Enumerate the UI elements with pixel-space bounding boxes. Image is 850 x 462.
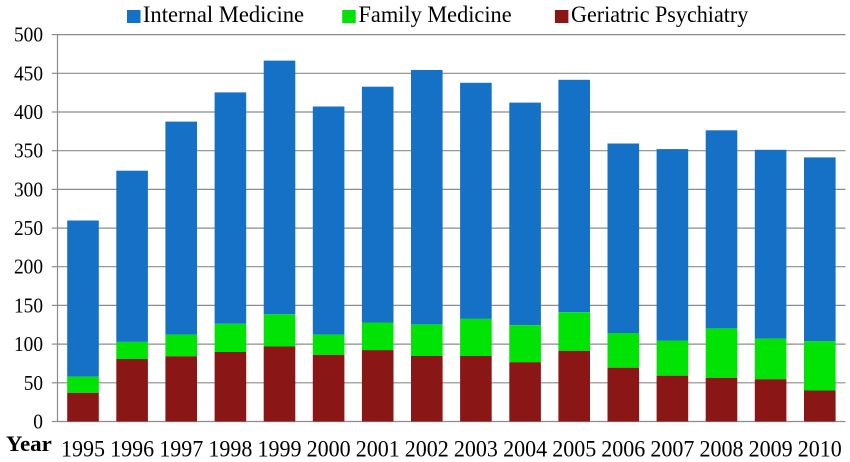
svg-text:2001: 2001 [356,436,400,461]
svg-text:1999: 1999 [258,436,302,461]
svg-text:Year: Year [6,431,52,456]
svg-text:1995: 1995 [61,436,105,461]
svg-text:250: 250 [14,216,43,240]
svg-text:500: 500 [14,23,43,47]
svg-text:300: 300 [14,177,43,201]
svg-text:2008: 2008 [700,436,744,461]
svg-text:2009: 2009 [749,436,793,461]
svg-text:2005: 2005 [552,436,596,461]
svg-text:400: 400 [14,100,43,124]
svg-text:2010: 2010 [798,436,842,461]
svg-text:150: 150 [14,293,43,317]
svg-text:2000: 2000 [307,436,351,461]
svg-text:350: 350 [14,139,43,163]
svg-text:1997: 1997 [159,436,203,461]
svg-text:1998: 1998 [208,436,252,461]
svg-text:0: 0 [33,410,43,434]
svg-text:2006: 2006 [601,436,645,461]
svg-text:2002: 2002 [405,436,449,461]
svg-text:Internal Medicine: Internal Medicine [143,2,304,27]
svg-text:2004: 2004 [503,436,547,461]
svg-text:1996: 1996 [110,436,154,461]
svg-text:450: 450 [14,61,43,85]
svg-text:Family Medicine: Family Medicine [359,2,512,27]
svg-text:Geriatric Psychiatry: Geriatric Psychiatry [571,2,749,27]
svg-text:100: 100 [14,332,43,356]
svg-text:200: 200 [14,255,43,279]
svg-text:2003: 2003 [454,436,498,461]
svg-text:2007: 2007 [650,436,694,461]
svg-text:50: 50 [24,371,43,395]
